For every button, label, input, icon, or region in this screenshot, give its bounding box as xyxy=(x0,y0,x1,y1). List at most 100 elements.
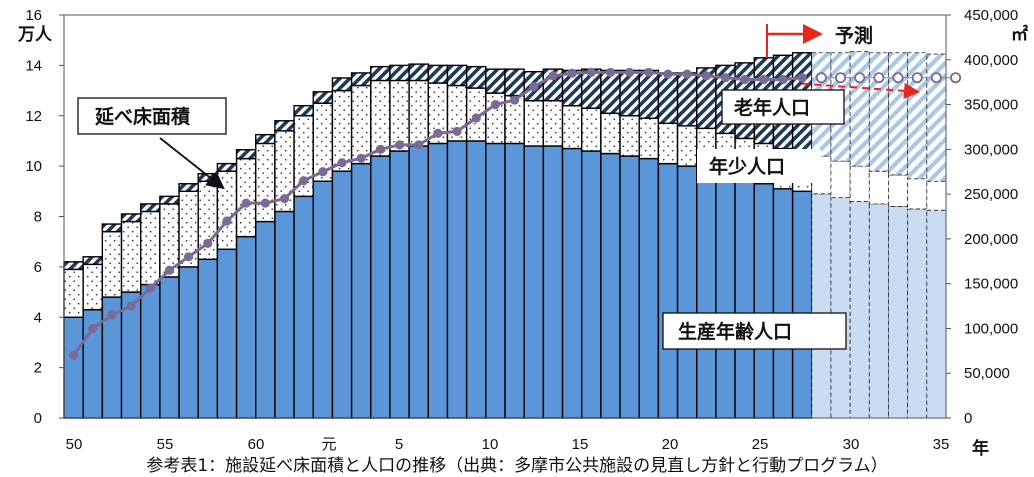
working-label: 生産年齢人口 xyxy=(678,320,792,343)
bar-elderly xyxy=(389,64,410,82)
floor-area-point xyxy=(548,71,558,81)
bar-youth xyxy=(139,210,161,286)
bar-elderly xyxy=(139,203,161,213)
floor-area-point xyxy=(433,128,443,138)
bar-working xyxy=(446,140,468,419)
bar-elderly xyxy=(82,256,104,266)
left-tick-label: 8 xyxy=(34,209,42,226)
bar-working xyxy=(868,203,889,419)
bar-working xyxy=(830,197,851,419)
floor-area-forecast-point xyxy=(873,72,885,84)
right-tick-label: 350,000 xyxy=(964,97,1018,114)
floor-area-point xyxy=(644,67,654,77)
bar-youth xyxy=(849,165,870,202)
bar-elderly xyxy=(331,77,353,92)
floor-area-forecast-point xyxy=(854,72,866,84)
bar-youth xyxy=(580,107,602,152)
bar-working xyxy=(312,180,334,419)
bar-elderly xyxy=(235,149,257,160)
right-tick-label: 250,000 xyxy=(964,186,1018,203)
floor-area-point xyxy=(625,67,635,77)
floor-area-forecast-point xyxy=(835,72,847,84)
bar-working xyxy=(619,155,640,419)
bar-elderly xyxy=(101,223,123,233)
bar-elderly xyxy=(657,72,679,125)
floor-area-point xyxy=(586,67,596,77)
bar-working xyxy=(926,209,947,419)
bar-elderly xyxy=(868,52,889,172)
floor-area-point xyxy=(663,69,673,79)
left-tick-label: 2 xyxy=(34,360,42,377)
left-tick-label: 16 xyxy=(25,7,42,24)
bar-working xyxy=(638,157,660,419)
bar-elderly xyxy=(370,65,391,82)
right-axis-ticks: 0 50,000 100,000 150,000 200,000 250,000 300,0… xyxy=(946,7,1018,427)
elderly-label: 老年人口 xyxy=(734,96,810,119)
bar-working xyxy=(350,162,372,419)
bar-working xyxy=(465,140,487,419)
bar-youth xyxy=(676,125,698,167)
left-tick-label: 4 xyxy=(34,309,42,326)
bar-elderly xyxy=(907,52,928,180)
floor-area-point xyxy=(260,198,270,208)
left-tick-label: 14 xyxy=(25,57,42,74)
bar-youth xyxy=(907,178,928,210)
bar-youth xyxy=(888,174,909,207)
bar-working xyxy=(753,183,775,419)
bar-youth xyxy=(868,170,889,205)
bar-elderly xyxy=(888,52,909,176)
elderly-label-box: 老年人口 xyxy=(721,89,845,125)
bar-elderly xyxy=(293,104,314,117)
bar-working xyxy=(274,210,295,419)
left-tick-label: 6 xyxy=(34,259,42,276)
bar-working xyxy=(696,167,717,419)
youth-label: 年少人口 xyxy=(709,155,785,178)
bar-working xyxy=(542,145,564,419)
bar-elderly xyxy=(408,63,430,82)
floor-area-point xyxy=(184,252,194,262)
right-tick-label: 100,000 xyxy=(964,320,1018,337)
floor-area-point xyxy=(203,238,213,248)
floor-area-point xyxy=(299,176,309,186)
bar-youth xyxy=(523,99,545,147)
left-tick-label: 0 xyxy=(34,410,42,427)
bar-youth xyxy=(542,99,564,147)
bars-group xyxy=(63,51,947,419)
x-tick-label: 60 xyxy=(248,436,265,453)
floor-area-forecast-point xyxy=(930,72,942,84)
bar-working xyxy=(849,200,870,419)
bar-youth xyxy=(619,115,640,157)
right-tick-label: 450,000 xyxy=(964,7,1018,24)
bar-elderly xyxy=(255,133,276,145)
bar-working xyxy=(139,283,161,419)
floor-area-point xyxy=(126,301,136,311)
bar-youth xyxy=(561,104,583,150)
bar-elderly xyxy=(676,72,698,127)
bar-working xyxy=(293,195,314,419)
floor-area-point xyxy=(682,69,692,79)
bar-elderly xyxy=(446,64,468,87)
right-tick-label: 200,000 xyxy=(964,231,1018,248)
bar-working xyxy=(235,235,257,419)
bar-working xyxy=(811,193,832,419)
floor-area-point xyxy=(720,73,731,83)
bar-youth xyxy=(216,170,238,250)
floor-area-line-group xyxy=(68,67,962,360)
right-tick-label: 400,000 xyxy=(964,52,1018,69)
bar-youth xyxy=(408,79,430,147)
bar-working xyxy=(504,142,525,419)
right-tick-label: 150,000 xyxy=(964,276,1018,293)
floor-area-point xyxy=(414,140,424,150)
bar-elderly xyxy=(120,213,142,223)
floor-area-point xyxy=(356,153,366,163)
bar-elderly xyxy=(350,72,372,87)
floor-area-point xyxy=(759,74,769,85)
bar-elderly xyxy=(485,68,506,94)
floor-area-point xyxy=(88,323,98,334)
x-tick-label: 15 xyxy=(572,436,589,453)
floor-area-point xyxy=(337,158,347,168)
bar-elderly xyxy=(178,183,199,193)
floor-area-point xyxy=(567,68,577,78)
chart-caption: 参考表1：施設延べ床面積と人口の推移（出典：多摩市公共施設の見直し方針と行動プロ… xyxy=(146,456,888,476)
floor-area-point xyxy=(145,283,155,293)
